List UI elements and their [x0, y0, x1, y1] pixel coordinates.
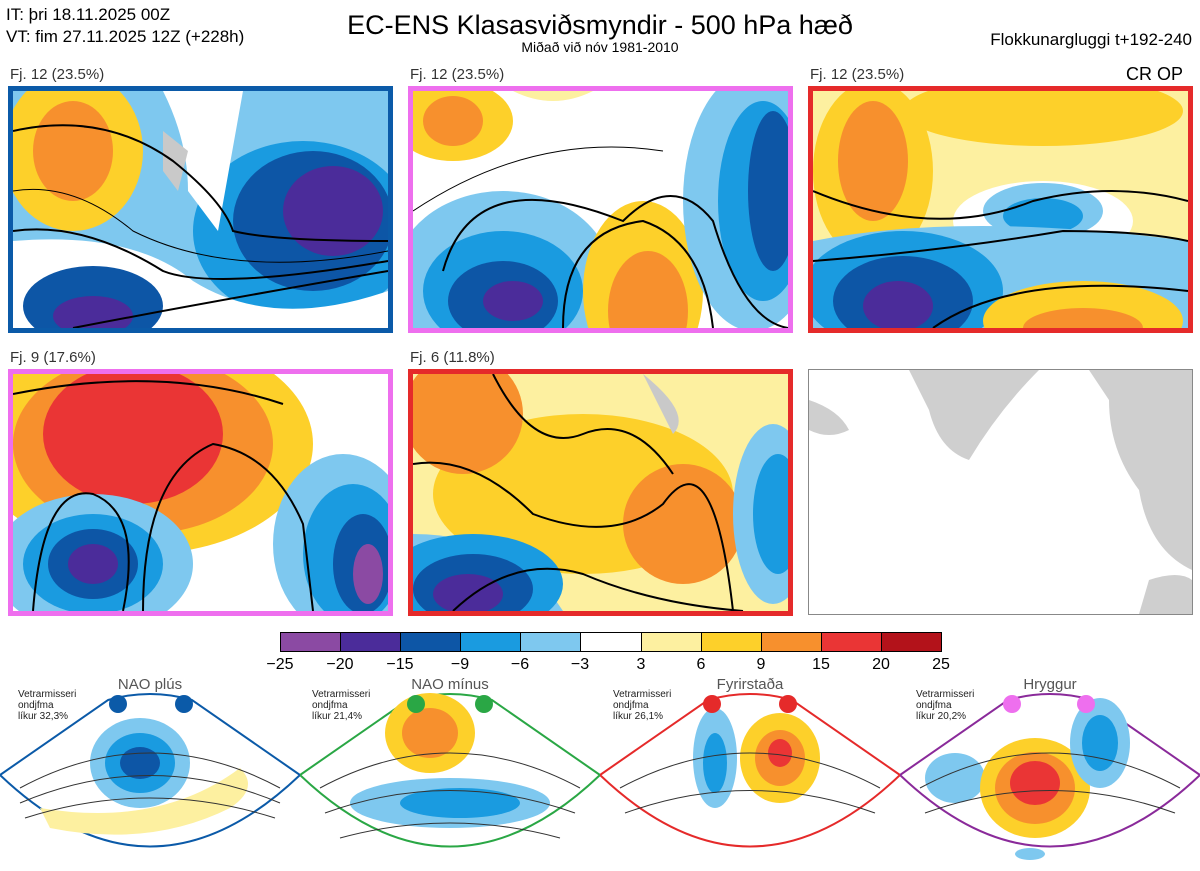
panel-1-label: Fj. 12 (23.5%) [10, 66, 105, 83]
regime-stats: Vetrarmisseri ondjfma líkur 21,4% [312, 689, 370, 722]
regime-stats: Vetrarmisseri ondjfma líkur 32,3% [18, 689, 76, 722]
colorbar-tick: −20 [326, 656, 354, 673]
panel-2-label: Fj. 12 (23.5%) [410, 66, 505, 83]
stat-season: Vetrarmisseri [18, 689, 77, 700]
stat-probability: líkur 32,3% [18, 711, 69, 722]
crop-label: CR OP [1126, 64, 1184, 84]
page-subtitle: Miðað við nóv 1981-2010 [521, 39, 679, 55]
regime-stats: Vetrarmisseri ondjfma líkur 20,2% [916, 689, 974, 722]
stat-months: ondjfma [613, 700, 649, 711]
regime-name: Hryggur [1023, 676, 1077, 693]
panel-5-label: Fj. 6 (11.8%) [410, 349, 495, 366]
colorbar-tick: 25 [932, 656, 950, 673]
colorbar-tick: 15 [812, 656, 830, 673]
stat-months: ondjfma [18, 700, 54, 711]
panel-2-map [408, 86, 793, 333]
valid-time: VT: fim 27.11.2025 12Z (+228h) [6, 27, 245, 46]
panel-4-label: Fj. 9 (17.6%) [10, 349, 96, 366]
regime-name: Fyrirstaða [716, 676, 784, 693]
panel-1-map [8, 86, 393, 333]
stat-months: ondjfma [916, 700, 952, 711]
panel-6-blank-map [808, 369, 1193, 615]
panel-5-map [408, 369, 793, 616]
colorbar-tick: 3 [636, 656, 646, 673]
colorbar-tick: −9 [450, 656, 470, 673]
colorbar-tick: 20 [872, 656, 890, 673]
stat-season: Vetrarmisseri [312, 689, 371, 700]
colorbar-tick: −25 [266, 656, 294, 673]
regime-nao-plus [0, 678, 300, 871]
colorbar-tick: −3 [570, 656, 590, 673]
stat-probability: líkur 26,1% [613, 711, 664, 722]
stat-probability: líkur 20,2% [916, 711, 967, 722]
colorbar-tick: 9 [756, 656, 766, 673]
header-times: IT: þri 18.11.2025 00Z VT: fim 27.11.202… [6, 4, 244, 48]
stat-season: Vetrarmisseri [916, 689, 975, 700]
classification-window: Flokkunargluggi t+192-240 [990, 30, 1192, 49]
colorbar-tick: −6 [510, 656, 530, 673]
stat-months: ondjfma [312, 700, 348, 711]
regime-nao-minus [300, 678, 600, 871]
colorbar [280, 632, 942, 652]
page-title: EC-ENS Klasasviðsmyndir - 500 hPa hæð [347, 10, 853, 40]
panel-4-map [8, 369, 393, 616]
colorbar-tick: 6 [696, 656, 706, 673]
stat-probability: líkur 21,4% [312, 711, 363, 722]
regime-ridge [900, 678, 1200, 871]
regime-stats: Vetrarmisseri ondjfma líkur 26,1% [613, 689, 671, 722]
colorbar-tick: −15 [386, 656, 414, 673]
regime-name: NAO mínus [411, 676, 489, 693]
stat-season: Vetrarmisseri [613, 689, 672, 700]
panel-3-map [808, 86, 1193, 333]
regime-name: NAO plús [117, 676, 183, 693]
init-time: IT: þri 18.11.2025 00Z [6, 5, 171, 24]
regime-blocking [600, 678, 900, 871]
panel-3-label: Fj. 12 (23.5%) [810, 66, 905, 83]
